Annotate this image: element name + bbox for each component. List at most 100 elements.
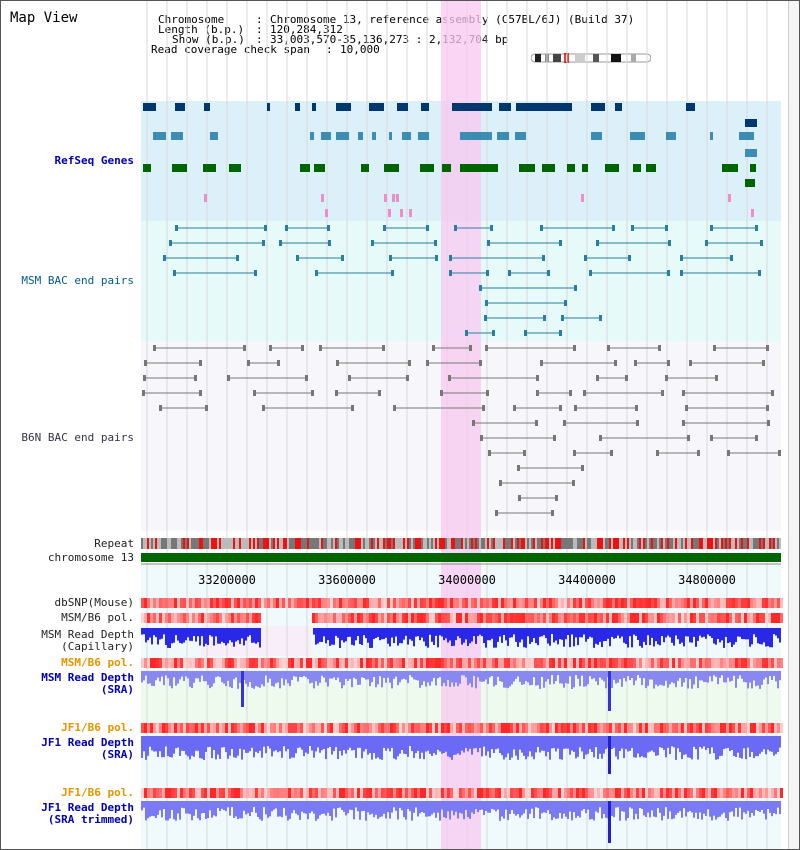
depth-bar bbox=[359, 628, 361, 644]
heat-cell bbox=[342, 788, 345, 798]
heat-cell bbox=[177, 598, 180, 608]
chromosome-ideogram[interactable] bbox=[531, 53, 651, 63]
depth-bar bbox=[463, 628, 465, 643]
heat-cell bbox=[417, 723, 420, 733]
bac-end bbox=[713, 345, 716, 351]
heat-cell bbox=[249, 598, 252, 608]
depth-bar bbox=[223, 801, 225, 811]
heat-cell bbox=[717, 788, 720, 798]
depth-bar bbox=[465, 671, 467, 678]
depth-bar bbox=[367, 628, 369, 643]
heat-cell bbox=[645, 613, 648, 623]
msm-b6-pol-label-1[interactable]: MSM/B6 pol. bbox=[61, 611, 134, 624]
depth-bar bbox=[153, 736, 155, 752]
heat-cell bbox=[687, 723, 690, 733]
msm-bac-label[interactable]: MSM BAC end pairs bbox=[21, 274, 134, 287]
depth-bar bbox=[321, 736, 323, 751]
depth-bar bbox=[365, 671, 367, 680]
msm-depth-sra-label[interactable]: MSM Read Depth bbox=[41, 671, 134, 684]
heat-cell bbox=[189, 788, 192, 798]
depth-bar bbox=[557, 801, 559, 819]
depth-bar bbox=[759, 801, 761, 812]
depth-bar bbox=[497, 801, 499, 810]
heat-cell bbox=[159, 613, 162, 623]
repeat-bar bbox=[145, 538, 147, 549]
pseudogene bbox=[400, 209, 403, 217]
heat-cell bbox=[687, 658, 690, 668]
heat-cell bbox=[732, 598, 735, 608]
depth-bar bbox=[355, 671, 357, 680]
depth-bar bbox=[525, 671, 527, 682]
jf1-pol-label-2[interactable]: JF1/B6 pol. bbox=[61, 786, 134, 799]
depth-bar bbox=[281, 736, 283, 758]
repeat-bar bbox=[301, 538, 303, 549]
repeat-bar bbox=[253, 538, 255, 549]
heat-cell bbox=[444, 723, 447, 733]
chromosome-label[interactable]: chromosome 13 bbox=[47, 551, 134, 564]
heat-cell bbox=[546, 658, 549, 668]
repeat-label[interactable]: Repeat bbox=[94, 537, 134, 550]
heat-cell bbox=[519, 723, 522, 733]
heat-cell bbox=[207, 658, 210, 668]
depth-bar bbox=[259, 801, 261, 820]
heat-cell bbox=[675, 658, 678, 668]
repeat-bar bbox=[365, 538, 367, 549]
heat-cell bbox=[714, 598, 717, 608]
depth-bar bbox=[541, 736, 543, 751]
heat-cell bbox=[576, 598, 579, 608]
vertical-scrollbar[interactable] bbox=[788, 1, 799, 849]
depth-bar bbox=[171, 628, 173, 644]
heat-cell bbox=[750, 658, 753, 668]
depth-bar bbox=[143, 801, 145, 808]
msm-b6-pol-label-2[interactable]: MSM/B6 pol. bbox=[61, 656, 134, 669]
heat-cell bbox=[471, 723, 474, 733]
heat-cell bbox=[321, 598, 324, 608]
heat-cell bbox=[195, 613, 198, 623]
depth-bar bbox=[543, 736, 545, 751]
heat-cell bbox=[375, 788, 378, 798]
gene-feature bbox=[402, 132, 411, 140]
depth-bar bbox=[517, 801, 519, 815]
depth-bar bbox=[201, 801, 203, 814]
bac-end bbox=[518, 495, 521, 501]
depth-bar bbox=[727, 628, 729, 644]
repeat-bar bbox=[197, 538, 199, 549]
jf1-depth-trim-label[interactable]: JF1 Read Depth bbox=[41, 801, 134, 814]
heat-cell bbox=[720, 658, 723, 668]
depth-bar bbox=[357, 628, 359, 637]
depth-bar bbox=[627, 628, 629, 648]
heat-cell bbox=[582, 658, 585, 668]
msm-bac-track bbox=[163, 225, 763, 336]
dbsnp-label[interactable]: dbSNP(Mouse) bbox=[54, 596, 134, 609]
repeat-bar bbox=[467, 538, 469, 549]
heat-cell bbox=[738, 613, 741, 623]
heat-cell bbox=[429, 788, 432, 798]
depth-bar bbox=[233, 628, 235, 647]
heat-cell bbox=[348, 723, 351, 733]
heat-cell bbox=[780, 658, 783, 668]
depth-bar bbox=[533, 736, 535, 760]
refseq-genes-label[interactable]: RefSeq Genes bbox=[54, 154, 134, 167]
heat-cell bbox=[309, 598, 312, 608]
depth-bar bbox=[323, 801, 325, 814]
dbsnp-track bbox=[141, 598, 783, 608]
heat-cell bbox=[237, 598, 240, 608]
depth-bar bbox=[537, 736, 539, 748]
heat-cell bbox=[432, 658, 435, 668]
bac-end bbox=[610, 450, 613, 456]
heat-cell bbox=[144, 598, 147, 608]
b6n-bac-label[interactable]: B6N BAC end pairs bbox=[21, 431, 134, 444]
jf1-pol-label-1[interactable]: JF1/B6 pol. bbox=[61, 721, 134, 734]
depth-bar bbox=[385, 671, 387, 683]
heat-cell bbox=[654, 613, 657, 623]
depth-bar bbox=[663, 801, 665, 816]
depth-bar bbox=[571, 671, 573, 689]
heat-cell bbox=[516, 598, 519, 608]
depth-bar bbox=[287, 671, 289, 684]
jf1-depth-sra-label[interactable]: JF1 Read Depth bbox=[41, 736, 134, 749]
msm-depth-capillary-label[interactable]: MSM Read Depth bbox=[41, 628, 134, 641]
bac-end bbox=[667, 270, 670, 276]
heat-cell bbox=[657, 723, 660, 733]
depth-bar bbox=[629, 671, 631, 681]
